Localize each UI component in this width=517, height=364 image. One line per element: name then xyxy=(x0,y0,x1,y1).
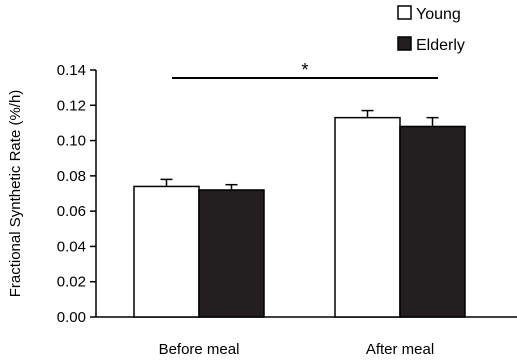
y-tick-label: 0.06 xyxy=(57,203,86,220)
y-tick-label: 0.00 xyxy=(57,309,86,326)
y-tick-label: 0.02 xyxy=(57,274,86,291)
y-tick-label: 0.14 xyxy=(57,62,86,79)
bar xyxy=(334,116,401,318)
y-tick-label: 0.08 xyxy=(57,168,86,185)
labels: 0.00 0.02 0.04 0.06 0.08 0.10 0.12 0.14 Fraction… xyxy=(7,62,434,358)
legend-swatch xyxy=(397,36,412,51)
y-axis-label: Fractional Synthetic Rate (%/h) xyxy=(7,90,24,298)
legend-swatch xyxy=(397,5,412,20)
bar xyxy=(133,185,200,318)
bar xyxy=(198,189,265,318)
significance-asterisk: * xyxy=(301,60,308,80)
y-tick-label: 0.10 xyxy=(57,133,86,150)
legend: Young Elderly xyxy=(397,5,465,54)
y-tick-label: 0.12 xyxy=(57,97,86,114)
y-tick-label: 0.04 xyxy=(57,238,86,255)
annotation-group: * xyxy=(172,60,438,80)
x-tick-label: After meal xyxy=(366,341,434,358)
x-tick-label: Before meal xyxy=(159,341,240,358)
bar xyxy=(399,125,466,318)
bars xyxy=(133,109,466,318)
legend-label: Elderly xyxy=(416,37,465,54)
legend-label: Young xyxy=(416,6,461,23)
